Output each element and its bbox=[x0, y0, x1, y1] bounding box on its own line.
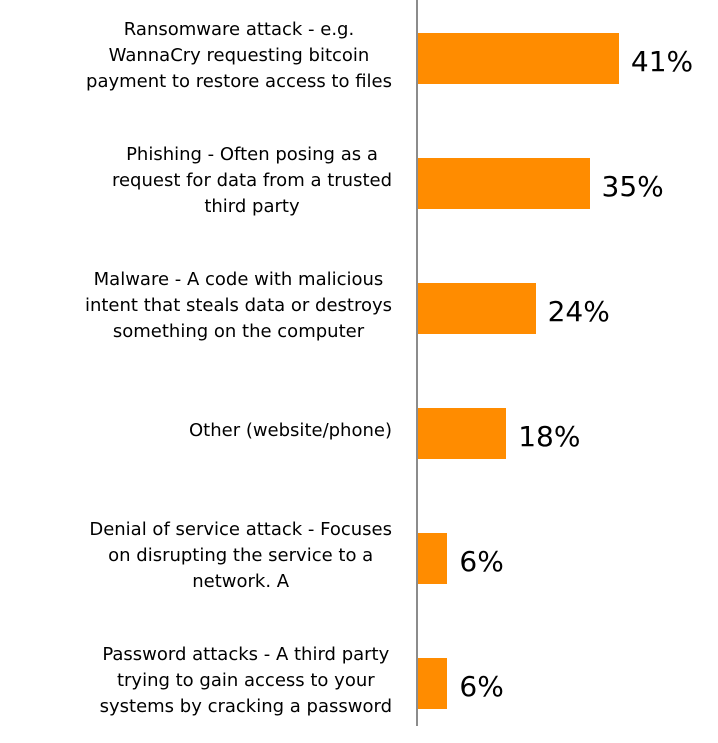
category-label-text: Ransomware attack - e.g. WannaCry reques… bbox=[86, 18, 392, 92]
bar bbox=[418, 158, 590, 209]
bar bbox=[418, 408, 507, 459]
category-label: Denial of service attack - Focuses on di… bbox=[0, 493, 392, 618]
bar-row: Denial of service attack - Focuses on di… bbox=[0, 493, 718, 618]
bar-row: Ransomware attack - e.g. WannaCry reques… bbox=[0, 0, 718, 118]
bar bbox=[418, 283, 536, 334]
bar-row: Other (website/phone) 18% bbox=[0, 368, 718, 493]
category-label: Password attacks - A third party trying … bbox=[0, 618, 392, 743]
category-label-text: Other (website/phone) bbox=[188, 419, 392, 441]
data-label: 41% bbox=[630, 44, 694, 78]
bar bbox=[418, 658, 448, 709]
data-label: 24% bbox=[547, 294, 610, 328]
data-label: 6% bbox=[459, 544, 504, 578]
bar bbox=[418, 533, 448, 584]
category-axis-line bbox=[416, 0, 418, 726]
data-label: 35% bbox=[601, 169, 664, 203]
bar-row: Phishing - Often posing as a request for… bbox=[0, 118, 718, 243]
data-label: 6% bbox=[459, 669, 504, 703]
horizontal-bar-chart: Ransomware attack - e.g. WannaCry reques… bbox=[0, 0, 718, 726]
bar-row: Malware - A code with malicious intent t… bbox=[0, 243, 718, 368]
category-label-text: Password attacks - A third party trying … bbox=[99, 643, 392, 717]
category-label-text: Malware - A code with malicious intent t… bbox=[84, 268, 392, 342]
category-label: Ransomware attack - e.g. WannaCry reques… bbox=[0, 0, 392, 118]
category-label-text: Denial of service attack - Focuses on di… bbox=[89, 518, 392, 592]
bar-row: Password attacks - A third party trying … bbox=[0, 618, 718, 743]
category-label: Other (website/phone) bbox=[0, 368, 392, 493]
data-label: 18% bbox=[518, 419, 581, 453]
category-label-text: Phishing - Often posing as a request for… bbox=[111, 143, 392, 217]
bar bbox=[418, 33, 619, 84]
category-label: Phishing - Often posing as a request for… bbox=[0, 118, 392, 243]
category-label: Malware - A code with malicious intent t… bbox=[0, 243, 392, 368]
